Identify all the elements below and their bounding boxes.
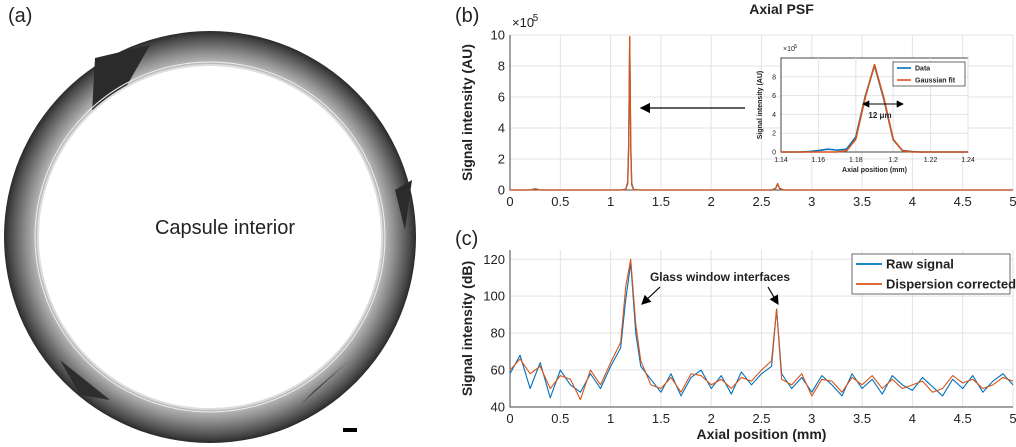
oct-image (4, 31, 416, 443)
y-tick-label: 80 (491, 326, 505, 341)
x-axis-label: Axial position (mm) (842, 167, 907, 174)
y-tick-label: 10 (491, 28, 505, 43)
data-line (781, 63, 968, 153)
x-tick-label: 2 (708, 194, 715, 209)
legend-label: Raw signal (886, 257, 954, 272)
x-tick-label: 4 (909, 194, 916, 209)
x-tick-label: 3 (808, 194, 815, 209)
scale-bar (343, 428, 357, 432)
image-label: Capsule interior (155, 217, 295, 239)
chart-title: Axial PSF (749, 1, 814, 17)
x-tick-label: 1.5 (652, 194, 670, 209)
annotation: Glass window interfaces (650, 270, 790, 284)
x-tick-label: 1 (607, 194, 614, 209)
y-tick-label: 60 (491, 363, 505, 378)
axis-multiplier-exponent: 5 (794, 44, 797, 50)
x-tick-label: 1.16 (812, 157, 826, 164)
x-tick-label: 4.5 (954, 194, 972, 209)
y-axis-label: Signal intensity (AU) (459, 44, 475, 181)
x-tick-label: 0 (506, 194, 513, 209)
x-tick-label: 4.5 (954, 411, 972, 426)
x-tick-label: 0 (506, 411, 513, 426)
x-tick-label: 2.5 (752, 194, 770, 209)
panel-label: (b) (455, 5, 479, 27)
y-tick-label: 40 (491, 400, 505, 415)
arrow (641, 286, 661, 305)
arrow (767, 286, 779, 306)
x-axis-label: Axial position (mm) (697, 426, 827, 442)
x-tick-label: 0.5 (551, 194, 569, 209)
annotation: 12 μm (868, 111, 891, 120)
annotations (639, 100, 904, 306)
data-line (510, 35, 1013, 191)
panel-label: (a) (8, 5, 32, 27)
x-tick-label: 2.5 (752, 411, 770, 426)
legend-label: Data (915, 65, 930, 72)
y-axis-label: Signal intensity (dB) (459, 261, 475, 396)
x-tick-label: 0.5 (551, 411, 569, 426)
y-tick-label: 8 (772, 74, 776, 81)
y-tick-label: 120 (483, 252, 505, 267)
x-tick-label: 5 (1009, 194, 1016, 209)
data-line (509, 258, 1014, 401)
legend-label: Gaussian fit (915, 77, 956, 84)
axis-multiplier: ×10 (512, 15, 534, 30)
axis-multiplier: ×10 (783, 46, 795, 53)
axis-multiplier-exponent: 5 (533, 13, 539, 24)
y-tick-label: 100 (483, 289, 505, 304)
x-tick-label: 1.5 (652, 411, 670, 426)
data-line (509, 262, 1014, 399)
x-tick-label: 1.14 (774, 157, 788, 164)
x-tick-label: 1 (607, 411, 614, 426)
x-tick-label: 2 (708, 411, 715, 426)
x-tick-label: 1.2 (888, 157, 898, 164)
x-tick-label: 3 (808, 411, 815, 426)
y-tick-label: 6 (772, 93, 776, 100)
legend-label: Dispersion corrected (886, 277, 1016, 292)
x-tick-label: 3.5 (853, 194, 871, 209)
x-tick-label: 3.5 (853, 411, 871, 426)
y-tick-label: 2 (498, 152, 505, 167)
y-tick-label: 0 (498, 183, 505, 198)
axis (509, 250, 1013, 408)
y-tick-label: 8 (498, 59, 505, 74)
y-tick-label: 6 (498, 90, 505, 105)
x-tick-label: 1.18 (849, 157, 863, 164)
y-tick-label: 0 (772, 149, 776, 156)
legend-box (851, 253, 1011, 295)
y-axis-label: Signal intensity (AU) (757, 71, 764, 139)
x-tick-label: 4 (909, 411, 916, 426)
y-tick-label: 2 (772, 131, 776, 138)
x-tick-label: 1.22 (924, 157, 938, 164)
y-tick-label: 4 (772, 112, 776, 119)
legend-box (892, 61, 966, 87)
x-tick-label: 1.24 (961, 157, 975, 164)
y-tick-label: 4 (498, 121, 505, 136)
x-tick-label: 5 (1009, 411, 1016, 426)
panel-label: (c) (455, 228, 478, 250)
